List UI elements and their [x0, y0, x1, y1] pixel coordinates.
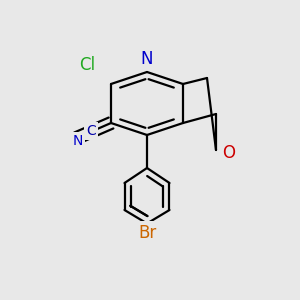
Text: N: N: [141, 50, 153, 68]
Text: N: N: [141, 50, 153, 68]
Text: Br: Br: [138, 224, 156, 242]
Text: O: O: [222, 144, 235, 162]
Text: O: O: [222, 144, 235, 162]
Text: C: C: [86, 124, 96, 138]
Text: Cl: Cl: [79, 56, 95, 74]
Text: Cl: Cl: [79, 56, 95, 74]
Text: N: N: [73, 134, 83, 148]
Text: Br: Br: [138, 224, 156, 242]
Text: N: N: [73, 134, 83, 148]
Text: C: C: [86, 124, 96, 138]
